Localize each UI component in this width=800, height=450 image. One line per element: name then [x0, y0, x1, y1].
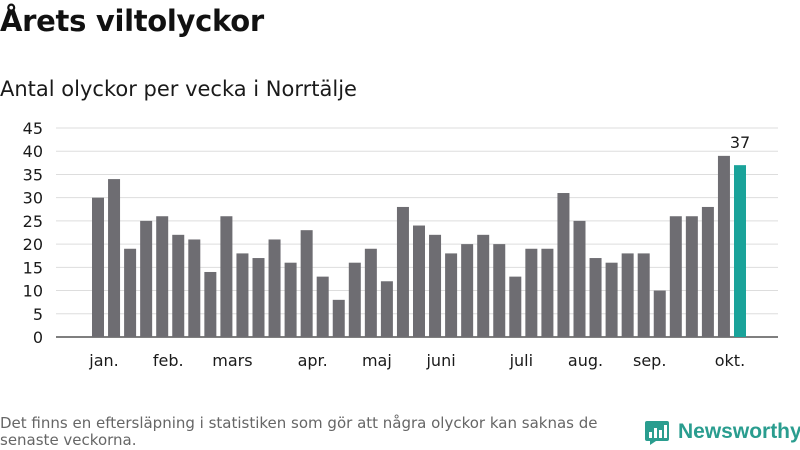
bar	[653, 290, 666, 337]
bar	[461, 244, 474, 337]
chart-subtitle: Antal olyckor per vecka i Norrtälje	[0, 77, 357, 101]
bar	[493, 244, 506, 337]
bar	[573, 220, 586, 337]
bar	[413, 225, 425, 337]
bar	[268, 239, 281, 337]
bar	[685, 216, 698, 337]
bar	[348, 262, 361, 337]
bar	[236, 253, 249, 337]
bar	[589, 258, 602, 337]
bar	[204, 271, 217, 337]
bar	[525, 248, 538, 337]
y-tick-label: 10	[23, 282, 43, 301]
bar	[669, 216, 682, 337]
x-tick-label: mars	[212, 351, 252, 370]
y-tick-label: 20	[23, 235, 43, 254]
y-tick-label: 25	[23, 212, 43, 231]
x-tick-label: jan.	[88, 351, 118, 370]
bar	[637, 253, 650, 337]
y-tick-label: 0	[33, 328, 43, 347]
bar	[509, 276, 522, 337]
bar-chart: 0 5 10 15 20 25 30 35 40 45 37 jan. feb. mars apr. maj j…	[23, 119, 778, 370]
x-tick-label: feb.	[153, 351, 184, 370]
bar	[364, 248, 377, 337]
bar	[605, 262, 618, 337]
bar	[92, 197, 104, 337]
bar	[172, 234, 185, 337]
bar	[300, 230, 313, 337]
bar	[316, 276, 329, 337]
brand-name: Newsworthy	[678, 420, 800, 443]
bar	[380, 281, 393, 337]
x-tick-label: juli	[509, 351, 533, 370]
bar	[284, 262, 297, 337]
bar	[429, 234, 442, 337]
bar	[252, 258, 265, 337]
bar	[188, 239, 201, 337]
x-tick-label: apr.	[298, 351, 328, 370]
bar	[717, 155, 730, 337]
bar	[332, 299, 345, 337]
bar-highlighted	[734, 165, 746, 337]
y-tick-label: 5	[33, 305, 43, 324]
footnote: Det finns en eftersläpning i statistiken…	[0, 414, 598, 449]
x-tick-label: okt.	[715, 351, 745, 370]
bar	[396, 206, 409, 337]
bar	[541, 248, 554, 337]
y-tick-label: 15	[23, 258, 43, 277]
x-tick-label: maj	[362, 351, 392, 370]
bar	[621, 253, 634, 337]
brand-logo: Newsworthy	[644, 419, 800, 445]
bar	[124, 248, 137, 337]
chart-title: Årets viltolyckor	[0, 4, 264, 38]
bar	[557, 193, 570, 337]
y-tick-label: 40	[23, 142, 43, 161]
data-label: 37	[730, 133, 750, 152]
bar	[220, 216, 233, 337]
x-tick-label: aug.	[568, 351, 603, 370]
bar	[701, 206, 714, 337]
bar	[140, 220, 153, 337]
y-tick-label: 45	[23, 119, 43, 138]
y-tick-label: 35	[23, 165, 43, 184]
newsworthy-logo-icon	[645, 421, 669, 445]
x-tick-label: juni	[425, 351, 455, 370]
x-tick-label: sep.	[633, 351, 666, 370]
bar	[156, 216, 169, 337]
y-tick-label: 30	[23, 189, 43, 208]
bar	[477, 234, 490, 337]
bar	[445, 253, 458, 337]
bar	[108, 179, 121, 337]
